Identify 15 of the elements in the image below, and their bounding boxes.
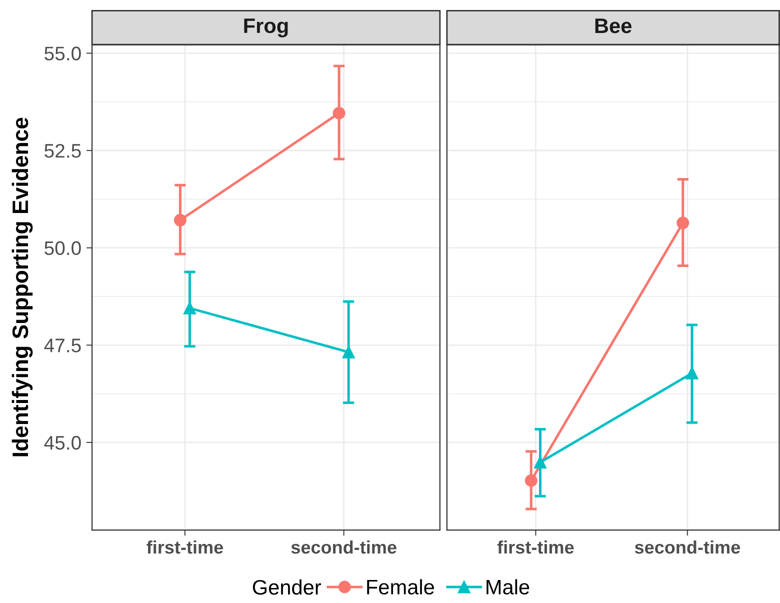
- y-tick-label: 52.5: [44, 144, 81, 158]
- y-tick-label: 55.0: [44, 46, 81, 60]
- y-tick-label: 50.0: [44, 241, 81, 256]
- y-tick-label: 45.0: [44, 436, 81, 450]
- x-tick-label: second-time: [291, 540, 396, 554]
- legend-label: Male: [486, 579, 530, 594]
- chart-title: Bee: [595, 18, 632, 34]
- y-tick-label: 47.5: [44, 338, 81, 352]
- legend-label: Female: [367, 579, 434, 594]
- legend-title: Gender: [252, 579, 322, 595]
- x-tick-label: first-time: [146, 540, 223, 554]
- chart-title: Frog: [244, 18, 288, 38]
- y-axis-title: Identifying Supporting Evidence: [12, 118, 33, 456]
- x-tick-label: first-time: [497, 540, 574, 554]
- x-tick-label: second-time: [634, 540, 740, 554]
